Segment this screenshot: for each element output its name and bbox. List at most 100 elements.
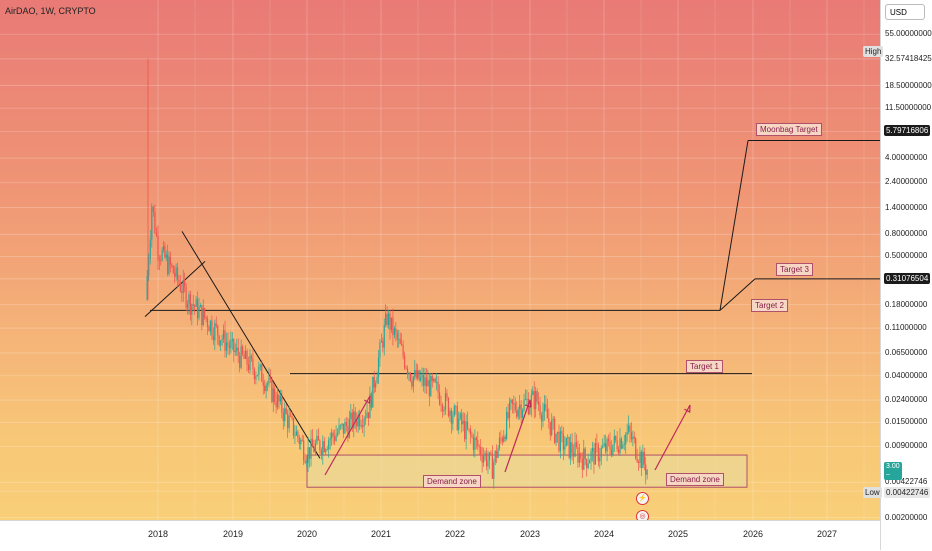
candle-body xyxy=(549,422,551,435)
price-tick-label: 0.01500000 xyxy=(885,417,928,427)
candle-body xyxy=(465,421,467,440)
up-arrow-projection-head xyxy=(684,404,691,413)
target3-price-tag: 0.31076504 xyxy=(884,273,931,284)
candle-body xyxy=(575,442,578,447)
candle-body xyxy=(172,266,174,274)
candle-body xyxy=(188,294,190,305)
candle-body xyxy=(335,434,337,441)
candle-body xyxy=(373,376,375,388)
candle-body xyxy=(511,399,513,405)
candle-body xyxy=(540,415,543,422)
high-label: High xyxy=(863,46,884,57)
candle-body xyxy=(339,425,342,427)
chart-area[interactable]: AirDAO, 1W, CRYPTO Moonbag Target Target… xyxy=(0,0,880,520)
candle-body xyxy=(192,304,194,306)
candle-body xyxy=(169,256,171,265)
candle-body xyxy=(472,436,475,450)
candle-body xyxy=(152,206,154,212)
candle-body xyxy=(428,380,430,397)
candle-body xyxy=(285,408,287,414)
candle-body xyxy=(600,447,602,458)
candle-body xyxy=(325,449,327,452)
candle-body xyxy=(279,396,282,402)
candle-body xyxy=(424,377,426,386)
candle-body xyxy=(385,313,387,326)
candle-body xyxy=(524,399,527,400)
time-tick-label: 2026 xyxy=(742,529,764,539)
candle-body xyxy=(379,342,381,358)
time-tick-label: 2019 xyxy=(222,529,244,539)
candle-body xyxy=(195,299,197,307)
candle-body xyxy=(390,317,393,330)
candle-body xyxy=(558,431,560,452)
candle-body xyxy=(178,279,180,284)
candle-body xyxy=(535,391,537,410)
candle-body xyxy=(348,419,350,438)
candle-body xyxy=(317,436,319,441)
candle-body xyxy=(383,325,385,348)
currency-selector[interactable]: USD xyxy=(885,4,925,20)
candle-body xyxy=(389,313,391,330)
candle-body xyxy=(593,448,595,465)
candle-body xyxy=(459,413,461,419)
price-tick-label: 0.11000000 xyxy=(885,323,927,333)
triangle-line-lower xyxy=(144,261,206,318)
event-icon[interactable]: ◎ xyxy=(636,510,649,520)
candle-body xyxy=(578,453,580,463)
candle-body xyxy=(625,434,627,445)
candle-body xyxy=(594,443,597,465)
candle-body xyxy=(199,305,201,308)
candle-body xyxy=(209,320,212,332)
target-3-label: Target 3 xyxy=(776,263,813,276)
candle-body xyxy=(367,412,370,419)
candle-body xyxy=(396,332,398,340)
candle-body xyxy=(456,406,458,430)
projection-line-target3 xyxy=(719,278,756,311)
candle-body xyxy=(329,438,331,441)
candle-body xyxy=(198,307,200,319)
candle-body xyxy=(640,451,643,468)
candle-body xyxy=(571,442,573,454)
candle-body xyxy=(583,448,585,470)
candle-body xyxy=(265,384,267,392)
candle-body xyxy=(205,317,207,319)
candle-body xyxy=(639,451,641,463)
candle-body xyxy=(612,444,614,455)
candle-body xyxy=(253,369,256,380)
candle-body xyxy=(490,452,492,454)
candle-body xyxy=(258,366,260,376)
candle-body xyxy=(552,418,554,421)
time-axis[interactable]: 2018 2019 2020 2021 2022 2023 2024 2025 2026 2027 xyxy=(0,520,880,551)
price-chart[interactable] xyxy=(0,0,880,520)
candle-body xyxy=(615,436,617,441)
candle-body xyxy=(461,413,463,425)
candle-body xyxy=(316,436,318,444)
candle-body xyxy=(313,446,315,453)
candle-body xyxy=(266,383,269,385)
price-axis[interactable]: USD 55.00000000 32.57418425 18.50000000 11.… xyxy=(880,0,932,550)
candle-body xyxy=(642,451,644,468)
candle-body xyxy=(392,317,394,336)
low-label: Low xyxy=(863,487,882,498)
candle-body xyxy=(262,381,264,386)
candle-body xyxy=(278,394,280,402)
candle-body xyxy=(462,420,464,425)
candle-body xyxy=(272,388,274,402)
price-tick-label: 1.40000000 xyxy=(885,202,928,212)
candle-body xyxy=(319,440,321,451)
candle-body xyxy=(167,254,169,274)
price-tick-label: 0.02400000 xyxy=(885,395,928,405)
candle-body xyxy=(469,429,472,435)
price-tick-label: 4.00000000 xyxy=(885,153,928,163)
candle-body xyxy=(168,256,170,274)
candle-body xyxy=(591,448,594,452)
candle-body xyxy=(345,422,348,426)
candle-body xyxy=(427,380,429,387)
lightning-icon[interactable]: ⚡ xyxy=(636,492,649,505)
candle-body xyxy=(351,412,353,429)
candle-body xyxy=(433,378,435,381)
candle-body xyxy=(224,330,226,351)
candle-body xyxy=(217,325,219,336)
candle-body xyxy=(370,393,372,408)
time-tick-label: 2022 xyxy=(444,529,466,539)
